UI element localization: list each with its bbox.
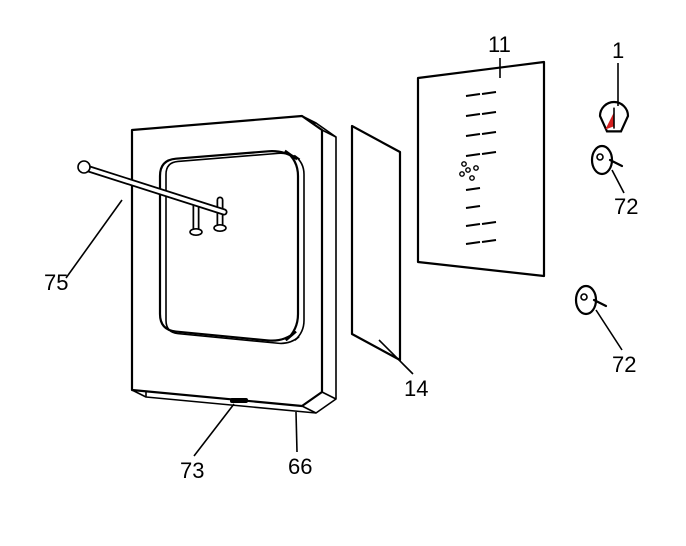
callout-75: 75 — [44, 200, 122, 295]
callout-label-1: 1 — [612, 38, 624, 63]
clip-top — [592, 146, 622, 174]
callout-label-75: 75 — [44, 270, 68, 295]
callout-label-14: 14 — [404, 376, 428, 401]
callout-72a: 72 — [612, 170, 638, 219]
exploded-diagram: 111727214667375 — [0, 0, 686, 546]
callout-72b: 72 — [596, 310, 636, 377]
callout-label-72a: 72 — [614, 194, 638, 219]
knob — [600, 102, 628, 131]
callout-1: 1 — [612, 38, 624, 106]
callout-label-66: 66 — [288, 454, 312, 479]
callout-label-72b: 72 — [612, 352, 636, 377]
callout-66: 66 — [288, 412, 312, 479]
callout-label-11: 11 — [488, 32, 511, 57]
back-plate — [418, 62, 544, 276]
callout-label-73: 73 — [180, 458, 204, 483]
clip-bottom — [576, 286, 606, 314]
callout-73: 73 — [180, 404, 234, 483]
pin — [230, 398, 248, 403]
door-frame — [132, 116, 336, 413]
glass-panel — [352, 126, 400, 360]
